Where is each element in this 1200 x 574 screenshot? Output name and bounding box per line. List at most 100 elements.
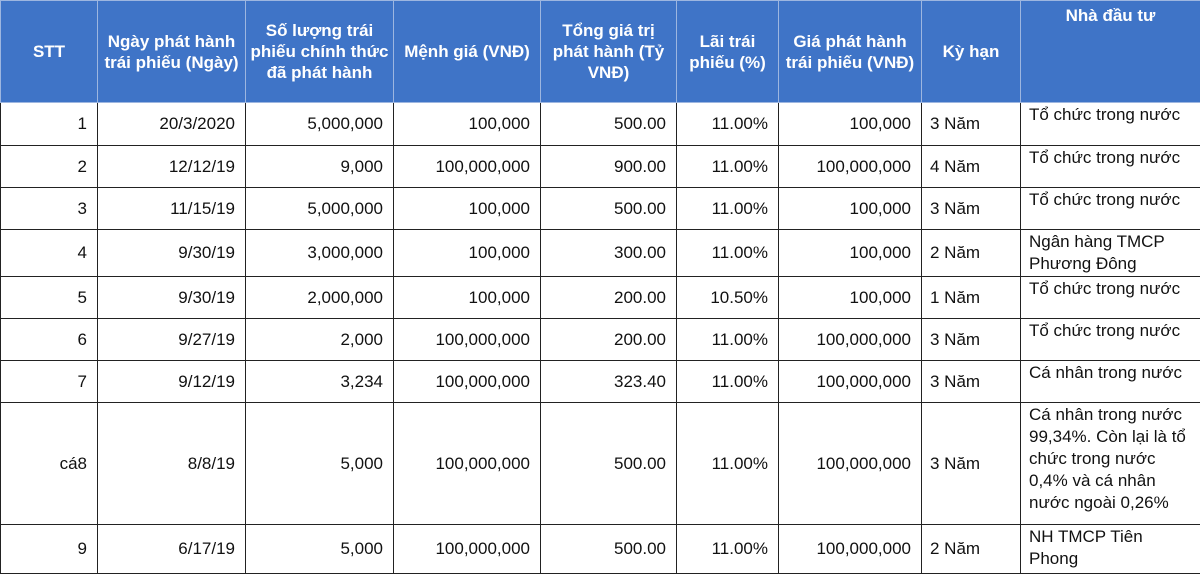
cell-term: 4 Năm	[922, 146, 1021, 188]
cell-issue-date: 11/15/19	[98, 188, 246, 230]
cell-par-value: 100,000	[394, 230, 541, 277]
cell-issue-price: 100,000	[779, 188, 922, 230]
cell-quantity: 3,234	[246, 361, 394, 403]
table-row: 9 6/17/19 5,000 100,000,000 500.00 11.00…	[1, 525, 1200, 574]
cell-total-value: 200.00	[541, 319, 677, 361]
cell-total-value: 300.00	[541, 230, 677, 277]
cell-interest-rate: 11.00%	[677, 525, 779, 574]
cell-par-value: 100,000,000	[394, 403, 541, 525]
header-interest-rate: Lãi trái phiếu (%)	[677, 1, 779, 103]
cell-par-value: 100,000	[394, 277, 541, 319]
header-row: STT Ngày phát hành trái phiếu (Ngày) Số …	[1, 1, 1200, 103]
cell-stt: 9	[1, 525, 98, 574]
cell-term: 2 Năm	[922, 230, 1021, 277]
cell-total-value: 500.00	[541, 103, 677, 146]
cell-investor: Tổ chức trong nước	[1021, 319, 1200, 361]
table-row: 3 11/15/19 5,000,000 100,000 500.00 11.0…	[1, 188, 1200, 230]
cell-stt: 5	[1, 277, 98, 319]
cell-investor: Tổ chức trong nước	[1021, 188, 1200, 230]
header-issue-date: Ngày phát hành trái phiếu (Ngày)	[98, 1, 246, 103]
cell-total-value: 200.00	[541, 277, 677, 319]
cell-term: 3 Năm	[922, 188, 1021, 230]
cell-issue-date: 20/3/2020	[98, 103, 246, 146]
header-term: Kỳ hạn	[922, 1, 1021, 103]
cell-quantity: 5,000,000	[246, 188, 394, 230]
table-row: 5 9/30/19 2,000,000 100,000 200.00 10.50…	[1, 277, 1200, 319]
cell-total-value: 900.00	[541, 146, 677, 188]
cell-quantity: 2,000	[246, 319, 394, 361]
cell-par-value: 100,000	[394, 103, 541, 146]
cell-issue-price: 100,000,000	[779, 403, 922, 525]
cell-term: 1 Năm	[922, 277, 1021, 319]
table-row: 4 9/30/19 3,000,000 100,000 300.00 11.00…	[1, 230, 1200, 277]
cell-stt: 6	[1, 319, 98, 361]
cell-issue-price: 100,000,000	[779, 525, 922, 574]
cell-quantity: 5,000	[246, 403, 394, 525]
cell-stt: cá8	[1, 403, 98, 525]
table-row: 6 9/27/19 2,000 100,000,000 200.00 11.00…	[1, 319, 1200, 361]
cell-quantity: 3,000,000	[246, 230, 394, 277]
cell-term: 3 Năm	[922, 103, 1021, 146]
cell-issue-date: 6/17/19	[98, 525, 246, 574]
cell-quantity: 5,000,000	[246, 103, 394, 146]
cell-total-value: 323.40	[541, 361, 677, 403]
cell-quantity: 2,000,000	[246, 277, 394, 319]
cell-investor: Cá nhân trong nước	[1021, 361, 1200, 403]
cell-interest-rate: 11.00%	[677, 403, 779, 525]
cell-issue-price: 100,000,000	[779, 319, 922, 361]
cell-term: 3 Năm	[922, 319, 1021, 361]
cell-total-value: 500.00	[541, 188, 677, 230]
cell-stt: 3	[1, 188, 98, 230]
cell-interest-rate: 11.00%	[677, 361, 779, 403]
header-quantity: Số lượng trái phiếu chính thức đã phát h…	[246, 1, 394, 103]
cell-par-value: 100,000,000	[394, 361, 541, 403]
cell-issue-price: 100,000,000	[779, 146, 922, 188]
header-total-value: Tổng giá trị phát hành (Tỷ VNĐ)	[541, 1, 677, 103]
cell-issue-date: 8/8/19	[98, 403, 246, 525]
table-row: 7 9/12/19 3,234 100,000,000 323.40 11.00…	[1, 361, 1200, 403]
cell-investor: Tổ chức trong nước	[1021, 277, 1200, 319]
cell-issue-price: 100,000	[779, 230, 922, 277]
cell-interest-rate: 11.00%	[677, 188, 779, 230]
cell-interest-rate: 11.00%	[677, 319, 779, 361]
cell-quantity: 5,000	[246, 525, 394, 574]
table-row: 2 12/12/19 9,000 100,000,000 900.00 11.0…	[1, 146, 1200, 188]
cell-investor: NH TMCP Tiên Phong	[1021, 525, 1200, 574]
cell-quantity: 9,000	[246, 146, 394, 188]
table-row: 1 20/3/2020 5,000,000 100,000 500.00 11.…	[1, 103, 1200, 146]
cell-interest-rate: 10.50%	[677, 277, 779, 319]
cell-issue-date: 12/12/19	[98, 146, 246, 188]
cell-interest-rate: 11.00%	[677, 146, 779, 188]
cell-issue-price: 100,000,000	[779, 361, 922, 403]
cell-stt: 2	[1, 146, 98, 188]
cell-issue-date: 9/30/19	[98, 230, 246, 277]
cell-interest-rate: 11.00%	[677, 230, 779, 277]
cell-term: 2 Năm	[922, 525, 1021, 574]
cell-issue-price: 100,000	[779, 103, 922, 146]
cell-par-value: 100,000,000	[394, 146, 541, 188]
header-stt: STT	[1, 1, 98, 103]
cell-term: 3 Năm	[922, 403, 1021, 525]
cell-term: 3 Năm	[922, 361, 1021, 403]
cell-issue-date: 9/30/19	[98, 277, 246, 319]
cell-investor: Cá nhân trong nước 99,34%. Còn lại là tổ…	[1021, 403, 1200, 525]
cell-par-value: 100,000,000	[394, 319, 541, 361]
cell-investor: Tổ chức trong nước	[1021, 103, 1200, 146]
cell-interest-rate: 11.00%	[677, 103, 779, 146]
cell-total-value: 500.00	[541, 525, 677, 574]
header-investor: Nhà đầu tư	[1021, 1, 1200, 103]
header-par-value: Mệnh giá (VNĐ)	[394, 1, 541, 103]
cell-total-value: 500.00	[541, 403, 677, 525]
cell-issue-date: 9/27/19	[98, 319, 246, 361]
cell-stt: 7	[1, 361, 98, 403]
cell-stt: 1	[1, 103, 98, 146]
cell-par-value: 100,000,000	[394, 525, 541, 574]
cell-issue-price: 100,000	[779, 277, 922, 319]
cell-investor: Tổ chức trong nước	[1021, 146, 1200, 188]
cell-stt: 4	[1, 230, 98, 277]
cell-issue-date: 9/12/19	[98, 361, 246, 403]
cell-investor: Ngân hàng TMCP Phương Đông	[1021, 230, 1200, 277]
table-row: cá8 8/8/19 5,000 100,000,000 500.00 11.0…	[1, 403, 1200, 525]
header-issue-price: Giá phát hành trái phiếu (VNĐ)	[779, 1, 922, 103]
